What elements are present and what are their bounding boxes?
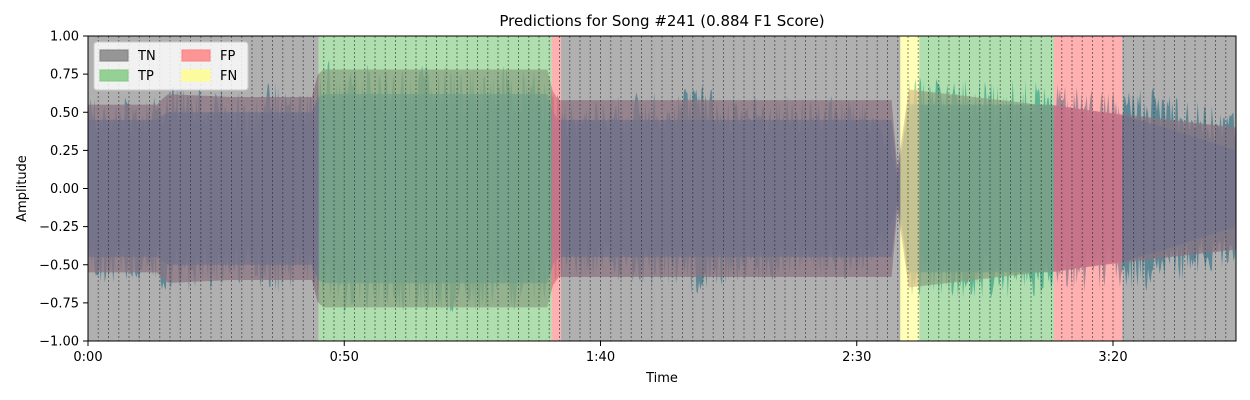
- segment-fp: [551, 36, 562, 341]
- legend-swatch-fp: [181, 49, 211, 62]
- legend-label-tn: TN: [137, 49, 156, 64]
- legend-label-fn: FN: [220, 69, 237, 84]
- x-tick-label: 0:00: [73, 350, 102, 365]
- y-tick-label: 0.00: [50, 182, 79, 197]
- legend-swatch-tn: [99, 49, 129, 62]
- prediction-segments: [88, 36, 1236, 341]
- legend-swatch-tp: [99, 69, 129, 82]
- y-axis-ticks: 1.00 0.75 0.50 0.25 0.00 −0.25 −0.50 −0.75 −1.00: [39, 30, 88, 350]
- segment-fp: [1054, 36, 1123, 341]
- y-axis-label: Amplitude: [15, 155, 30, 222]
- x-axis-label: Time: [645, 371, 678, 386]
- segment-tn: [1122, 36, 1236, 341]
- chart-title: Predictions for Song #241 (0.884 F1 Scor…: [499, 12, 824, 30]
- segment-fn: [900, 36, 920, 341]
- x-tick-label: 3:20: [1098, 350, 1127, 365]
- legend: TN TP FP FN: [93, 41, 249, 91]
- x-tick-label: 0:50: [330, 350, 359, 365]
- y-tick-label: −0.25: [39, 220, 79, 235]
- x-tick-label: 1:40: [586, 350, 615, 365]
- legend-label-tp: TP: [137, 69, 154, 84]
- segment-tp: [318, 36, 552, 341]
- x-axis-ticks: 0:00 0:50 1:40 2:30 3:20: [73, 341, 1128, 365]
- y-tick-label: −0.50: [39, 258, 79, 273]
- y-tick-label: 0.50: [50, 106, 79, 121]
- y-tick-label: 1.00: [50, 30, 79, 45]
- y-tick-label: −1.00: [39, 335, 79, 350]
- legend-label-fp: FP: [220, 49, 235, 64]
- y-tick-label: 0.25: [50, 144, 79, 159]
- y-tick-label: −0.75: [39, 296, 79, 311]
- x-tick-label: 2:30: [842, 350, 871, 365]
- y-tick-label: 0.75: [50, 68, 79, 83]
- beat-lines: [97, 36, 1227, 341]
- segment-tn: [561, 36, 901, 341]
- legend-swatch-fn: [181, 69, 211, 82]
- segment-tp: [919, 36, 1055, 341]
